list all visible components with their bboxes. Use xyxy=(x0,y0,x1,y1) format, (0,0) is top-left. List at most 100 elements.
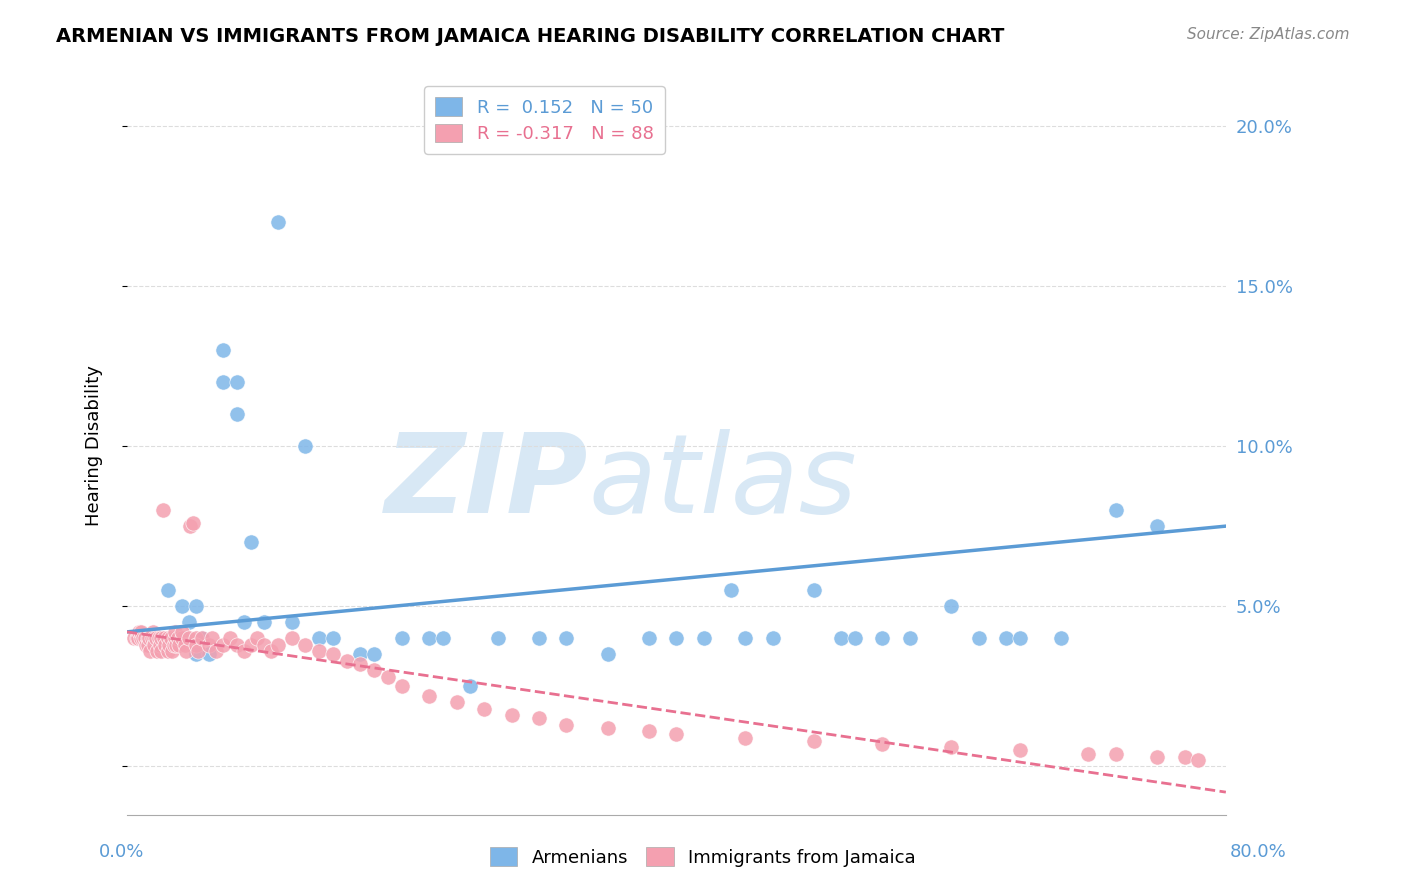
Point xyxy=(198,648,221,662)
Point xyxy=(665,727,688,741)
Point xyxy=(159,638,181,652)
Point xyxy=(128,624,150,639)
Point xyxy=(170,632,193,646)
Point xyxy=(148,632,170,646)
Point xyxy=(720,583,742,598)
Point xyxy=(141,632,163,646)
Point xyxy=(486,632,509,646)
Point xyxy=(179,519,201,533)
Point xyxy=(177,632,200,646)
Point xyxy=(281,615,304,630)
Y-axis label: Hearing Disability: Hearing Disability xyxy=(86,366,103,526)
Legend: Armenians, Immigrants from Jamaica: Armenians, Immigrants from Jamaica xyxy=(484,840,922,874)
Point xyxy=(134,632,156,646)
Point xyxy=(170,624,193,639)
Point xyxy=(638,724,661,739)
Point xyxy=(260,644,283,658)
Point xyxy=(157,644,180,658)
Point xyxy=(527,711,550,725)
Point xyxy=(872,737,894,751)
Point xyxy=(1008,743,1031,757)
Text: 0.0%: 0.0% xyxy=(98,843,143,861)
Point xyxy=(1187,753,1209,767)
Point xyxy=(191,632,214,646)
Point xyxy=(198,638,221,652)
Point xyxy=(830,632,852,646)
Point xyxy=(162,638,184,652)
Point xyxy=(219,632,242,646)
Point xyxy=(163,632,186,646)
Point xyxy=(127,632,149,646)
Point xyxy=(142,624,165,639)
Point xyxy=(232,644,254,658)
Point xyxy=(294,638,316,652)
Point xyxy=(349,657,371,671)
Point xyxy=(596,648,619,662)
Point xyxy=(872,632,894,646)
Point xyxy=(803,734,825,748)
Point xyxy=(132,632,155,646)
Point xyxy=(153,632,176,646)
Point xyxy=(253,638,276,652)
Point xyxy=(184,638,207,652)
Point xyxy=(173,638,195,652)
Point xyxy=(665,632,688,646)
Point xyxy=(1146,750,1168,764)
Point xyxy=(165,638,187,652)
Point xyxy=(322,632,344,646)
Point xyxy=(166,632,188,646)
Point xyxy=(432,632,454,646)
Point xyxy=(152,503,174,517)
Point xyxy=(155,638,177,652)
Point xyxy=(761,632,783,646)
Point xyxy=(239,638,262,652)
Point xyxy=(1105,503,1128,517)
Point xyxy=(167,638,190,652)
Point xyxy=(527,632,550,646)
Point xyxy=(143,632,166,646)
Point xyxy=(170,599,193,614)
Point xyxy=(294,439,316,453)
Point xyxy=(844,632,866,646)
Point xyxy=(177,615,200,630)
Point xyxy=(138,632,160,646)
Point xyxy=(129,632,152,646)
Point xyxy=(246,632,269,646)
Point xyxy=(162,644,184,658)
Point xyxy=(184,599,207,614)
Point xyxy=(898,632,921,646)
Point xyxy=(163,624,186,639)
Point xyxy=(555,632,578,646)
Point xyxy=(1008,632,1031,646)
Point xyxy=(281,632,304,646)
Point xyxy=(460,679,482,693)
Point xyxy=(122,632,145,646)
Point xyxy=(363,648,385,662)
Point xyxy=(555,718,578,732)
Text: atlas: atlas xyxy=(589,429,858,536)
Point xyxy=(939,740,962,755)
Point xyxy=(212,638,235,652)
Point xyxy=(191,632,214,646)
Text: Source: ZipAtlas.com: Source: ZipAtlas.com xyxy=(1187,27,1350,42)
Point xyxy=(734,731,756,745)
Point xyxy=(1105,747,1128,761)
Point xyxy=(143,632,166,646)
Point xyxy=(1077,747,1099,761)
Legend: R =  0.152   N = 50, R = -0.317   N = 88: R = 0.152 N = 50, R = -0.317 N = 88 xyxy=(425,87,665,154)
Point xyxy=(349,648,371,662)
Point xyxy=(225,638,247,652)
Point xyxy=(143,638,166,652)
Point xyxy=(205,644,228,658)
Point xyxy=(136,638,159,652)
Point xyxy=(174,644,197,658)
Point xyxy=(184,632,207,646)
Point xyxy=(267,214,290,228)
Point xyxy=(336,654,359,668)
Point xyxy=(638,632,661,646)
Point xyxy=(187,644,209,658)
Point xyxy=(150,644,173,658)
Point xyxy=(150,632,173,646)
Point xyxy=(1050,632,1073,646)
Point xyxy=(163,632,186,646)
